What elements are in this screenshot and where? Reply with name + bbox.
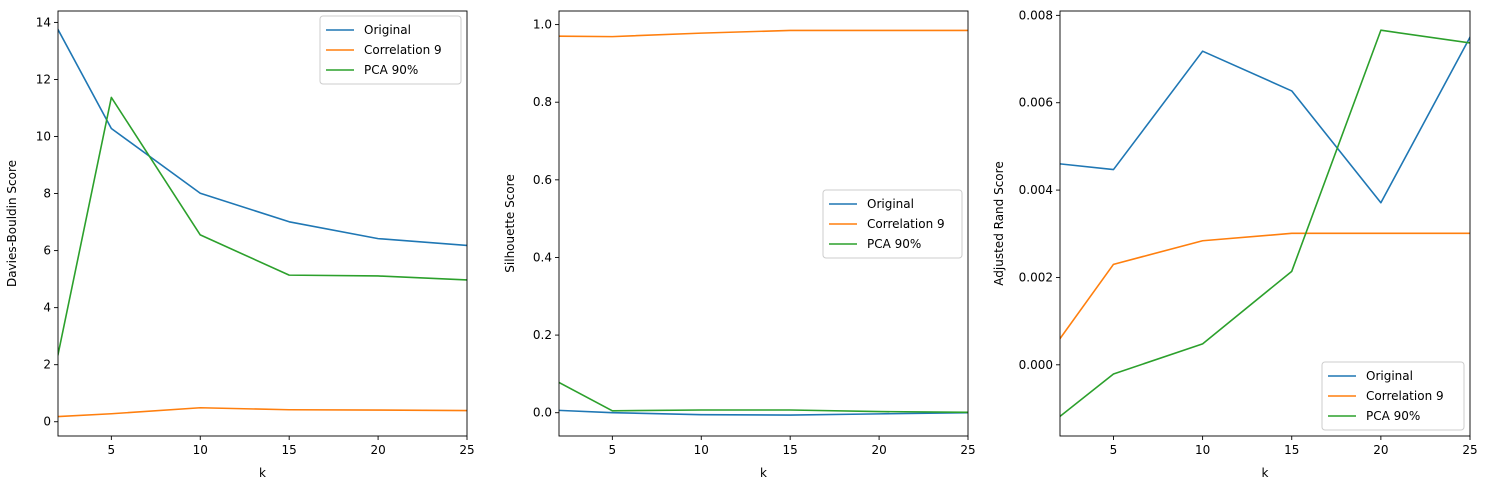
y-axis-label: Silhouette Score <box>503 174 517 272</box>
x-tick-label: 10 <box>193 443 208 457</box>
y-tick-label: 0.4 <box>533 250 552 264</box>
legend: Original Correlation 9 PCA 90% <box>1321 361 1465 431</box>
y-tick-label: 8 <box>43 187 51 201</box>
x-tick-label: 5 <box>609 443 617 457</box>
y-tick-label: 10 <box>36 130 51 144</box>
x-tick-label: 5 <box>108 443 116 457</box>
y-tick-label: 4 <box>43 301 51 315</box>
legend-label: Original <box>1366 369 1413 383</box>
y-tick-label: 0 <box>43 415 51 429</box>
legend: Original Correlation 9 PCA 90% <box>822 189 963 259</box>
x-tick-label: 25 <box>960 443 975 457</box>
series-line-pca-90 <box>559 381 968 414</box>
y-tick-label: 0.002 <box>1019 270 1053 284</box>
legend-label: Original <box>867 197 914 211</box>
plot-frame <box>1059 10 1471 437</box>
legend-label: PCA 90% <box>364 63 418 77</box>
series-line-original <box>58 28 467 247</box>
series-line-pca-90 <box>1060 29 1470 418</box>
y-tick-label: 0.004 <box>1019 183 1053 197</box>
legend-label: Original <box>364 23 411 37</box>
x-axis-label: k <box>760 466 767 480</box>
legend-label: PCA 90% <box>1366 409 1420 423</box>
chart-panel-1: 5 10 15 20 25 0 2 4 6 8 10 12 14 k Davies-Bouldin Scor… <box>5 10 475 480</box>
x-axis-label: k <box>1262 466 1269 480</box>
series-line-pca-90 <box>58 96 467 356</box>
legend-box <box>319 15 462 85</box>
y-tick-label: 0.008 <box>1019 8 1053 22</box>
y-axis-label: Adjusted Rand Score <box>992 161 1006 285</box>
legend-box <box>822 189 963 259</box>
x-tick-label: 20 <box>370 443 385 457</box>
y-tick-label: 6 <box>43 244 51 258</box>
chart-panel-3: 5 10 15 20 25 0.000 0.002 0.004 0.006 0.008 k Adjus… <box>992 8 1478 480</box>
legend-label: Correlation 9 <box>364 43 442 57</box>
plot-frame <box>558 10 969 437</box>
x-tick-label: 15 <box>282 443 297 457</box>
y-axis-label: Davies-Bouldin Score <box>5 160 19 287</box>
legend-label: Correlation 9 <box>867 217 945 231</box>
x-tick-label: 5 <box>1110 443 1118 457</box>
x-tick-label: 25 <box>459 443 474 457</box>
y-tick-label: 0.006 <box>1019 96 1053 110</box>
y-tick-label: 0.8 <box>533 95 552 109</box>
x-tick-label: 25 <box>1462 443 1477 457</box>
x-axis-label: k <box>259 466 266 480</box>
legend-label: PCA 90% <box>867 237 921 251</box>
x-tick-label: 10 <box>694 443 709 457</box>
y-tick-label: 2 <box>43 358 51 372</box>
plot-frame <box>57 10 468 437</box>
x-tick-label: 15 <box>783 443 798 457</box>
chart-panel-2: 5 10 15 20 25 0.0 0.2 0.4 0.6 0.8 1.0 k Silhouette S… <box>503 10 976 480</box>
y-tick-label: 14 <box>36 15 51 29</box>
y-tick-label: 0.6 <box>533 173 552 187</box>
series-line-original <box>1060 36 1470 204</box>
x-tick-label: 20 <box>871 443 886 457</box>
x-tick-label: 20 <box>1373 443 1388 457</box>
legend-label: Correlation 9 <box>1366 389 1444 403</box>
series-line-original <box>559 409 968 416</box>
x-tick-label: 10 <box>1195 443 1210 457</box>
y-tick-label: 12 <box>36 72 51 86</box>
legend-box <box>1321 361 1465 431</box>
y-tick-label: 0.0 <box>533 406 552 420</box>
y-tick-label: 0.000 <box>1019 358 1053 372</box>
x-tick-label: 15 <box>1284 443 1299 457</box>
y-tick-label: 1.0 <box>533 18 552 32</box>
series-line-correlation-9 <box>58 406 467 418</box>
series-line-correlation-9 <box>1060 232 1470 340</box>
legend: Original Correlation 9 PCA 90% <box>319 15 462 85</box>
series-line-correlation-9 <box>559 29 968 38</box>
y-tick-label: 0.2 <box>533 328 552 342</box>
